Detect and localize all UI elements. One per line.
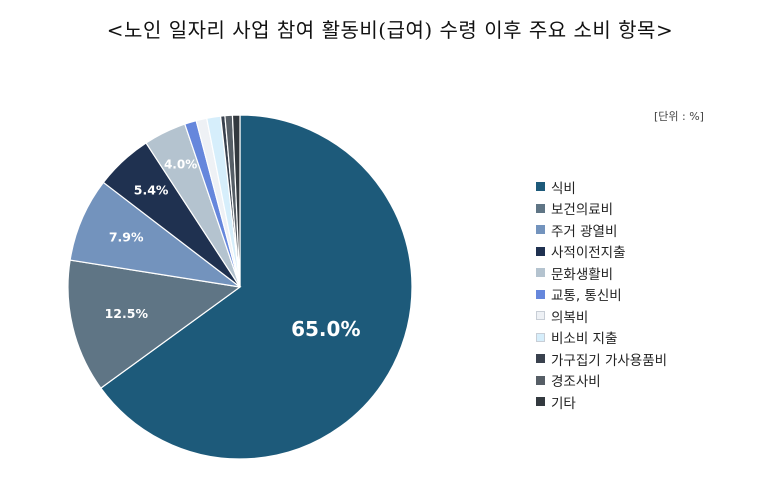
legend-item: 문화생활비 <box>536 262 667 284</box>
legend-swatch <box>536 375 545 385</box>
data-label-5: 4.0% <box>164 157 197 171</box>
legend-label: 비소비 지출 <box>551 331 618 348</box>
legend-item: 보건의료비 <box>536 198 667 220</box>
legend-item: 경조사비 <box>536 370 667 392</box>
legend-label: 보건의료비 <box>551 202 614 219</box>
pie-slice-11 <box>231 114 241 288</box>
legend-label: 식비 <box>551 180 576 197</box>
data-label-2: 12.5% <box>105 306 149 321</box>
legend-label: 의복비 <box>551 309 589 326</box>
legend-label: 문화생활비 <box>551 266 614 283</box>
legend-item: 가구집기 가사용품비 <box>536 348 667 370</box>
legend-label: 교통, 통신비 <box>551 288 622 305</box>
pie-slice-2 <box>67 259 242 389</box>
legend-item: 식비 <box>536 176 667 198</box>
data-label-3: 7.9% <box>109 230 144 245</box>
legend-item: 비소비 지출 <box>536 327 667 349</box>
legend-swatch <box>536 268 545 278</box>
data-label-4: 5.4% <box>134 183 169 198</box>
unit-label: [단위 : %] <box>654 110 704 123</box>
legend-item: 기타 <box>536 391 667 413</box>
legend-swatch <box>536 354 545 364</box>
pie-slice-1 <box>100 114 413 460</box>
legend-item: 주거 광열비 <box>536 219 667 241</box>
legend-item: 사적이전지출 <box>536 241 667 263</box>
legend-swatch <box>536 182 545 192</box>
data-label-1: 65.0% <box>291 317 360 341</box>
legend-label: 기타 <box>551 395 576 412</box>
legend-label: 사적이전지출 <box>551 245 626 262</box>
legend-swatch <box>536 246 545 256</box>
chart-title: <노인 일자리 사업 참여 활동비(급여) 수령 이후 주요 소비 항목> <box>106 18 674 42</box>
legend-label: 가구집기 가사용품비 <box>551 352 668 369</box>
legend-swatch <box>536 289 545 299</box>
legend-swatch <box>536 203 545 213</box>
legend-swatch <box>536 397 545 407</box>
legend-label: 경조사비 <box>551 374 601 391</box>
legend-item: 교통, 통신비 <box>536 284 667 306</box>
legend-item: 의복비 <box>536 305 667 327</box>
legend-swatch <box>536 225 545 235</box>
legend-label: 주거 광열비 <box>551 223 618 240</box>
legend-swatch <box>536 332 545 342</box>
legend-swatch <box>536 311 545 321</box>
